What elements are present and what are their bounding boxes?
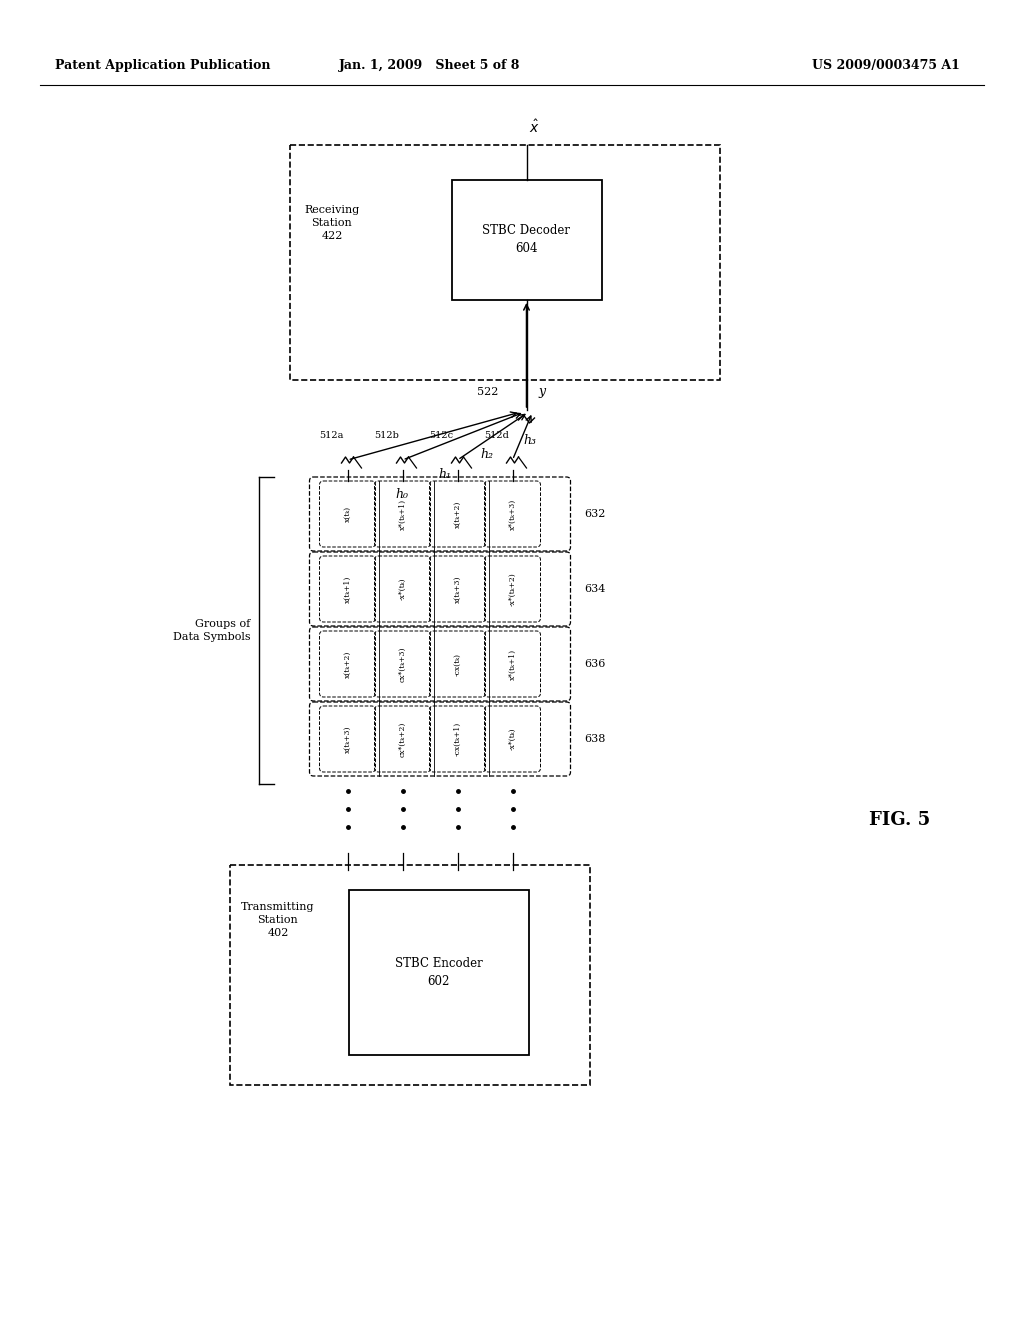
Text: $\hat{x}$: $\hat{x}$ — [529, 119, 540, 136]
Text: STBC Encoder
602: STBC Encoder 602 — [395, 957, 482, 987]
Text: 512c: 512c — [429, 432, 454, 440]
Text: x*(tₖ+3): x*(tₖ+3) — [509, 499, 516, 529]
Text: x(tₖ+3): x(tₖ+3) — [343, 725, 351, 752]
Text: cx*(tₖ+2): cx*(tₖ+2) — [398, 721, 407, 756]
Text: -x*(tₖ): -x*(tₖ) — [509, 727, 516, 750]
Bar — [230, 865, 590, 1085]
Text: Patent Application Publication: Patent Application Publication — [55, 58, 270, 71]
Text: 634: 634 — [585, 583, 606, 594]
Text: 512b: 512b — [375, 432, 399, 440]
Text: x(tₖ+2): x(tₖ+2) — [454, 500, 462, 528]
Text: 512a: 512a — [319, 432, 344, 440]
Text: x(tₖ+1): x(tₖ+1) — [343, 576, 351, 603]
Text: x*(tₖ+1): x*(tₖ+1) — [509, 648, 516, 680]
Text: US 2009/0003475 A1: US 2009/0003475 A1 — [812, 58, 961, 71]
Text: -cx(tₖ): -cx(tₖ) — [454, 652, 462, 676]
Text: 632: 632 — [585, 510, 606, 519]
Bar — [290, 145, 720, 380]
Text: FIG. 5: FIG. 5 — [869, 810, 931, 829]
Text: 512d: 512d — [484, 432, 509, 440]
Text: x(tₖ+3): x(tₖ+3) — [454, 576, 462, 603]
Text: cx*(tₖ+3): cx*(tₖ+3) — [398, 647, 407, 681]
Text: x(tₖ): x(tₖ) — [343, 506, 351, 523]
Text: Groups of
Data Symbols: Groups of Data Symbols — [173, 619, 251, 642]
Text: 636: 636 — [585, 659, 606, 669]
Text: h₀: h₀ — [395, 488, 409, 502]
Text: x(tₖ+2): x(tₖ+2) — [343, 651, 351, 677]
Text: 638: 638 — [585, 734, 606, 744]
Text: -cx(tₖ+1): -cx(tₖ+1) — [454, 722, 462, 756]
Text: 522: 522 — [477, 387, 499, 397]
Text: -x*(tₖ+2): -x*(tₖ+2) — [509, 572, 516, 606]
Text: Jan. 1, 2009   Sheet 5 of 8: Jan. 1, 2009 Sheet 5 of 8 — [339, 58, 520, 71]
Text: h₃: h₃ — [523, 433, 536, 446]
Text: h₂: h₂ — [480, 449, 494, 462]
Bar — [452, 180, 601, 300]
Text: y: y — [539, 385, 546, 399]
Text: STBC Decoder
604: STBC Decoder 604 — [482, 224, 570, 256]
Text: h₁: h₁ — [438, 469, 451, 482]
Bar — [349, 890, 528, 1055]
Text: Transmitting
Station
402: Transmitting Station 402 — [242, 902, 314, 939]
Text: Receiving
Station
422: Receiving Station 422 — [304, 205, 359, 242]
Text: x*(tₖ+1): x*(tₖ+1) — [398, 499, 407, 529]
Text: -x*(tₖ): -x*(tₖ) — [398, 578, 407, 601]
